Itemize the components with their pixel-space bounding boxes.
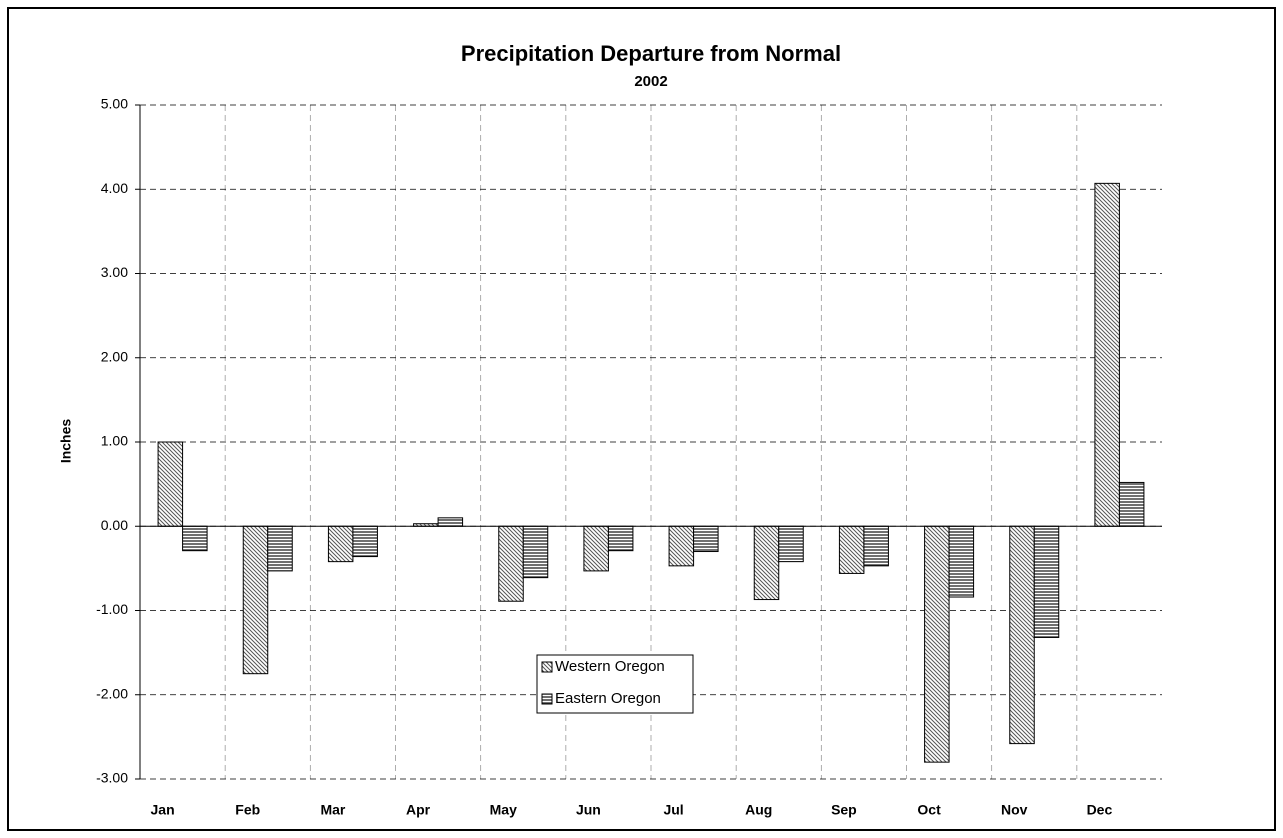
y-tick-label: 0.00	[101, 517, 128, 533]
bar	[327, 525, 354, 563]
bar	[1118, 481, 1145, 527]
bar	[838, 525, 865, 574]
y-tick-label: 3.00	[101, 264, 128, 280]
bar	[352, 525, 378, 558]
y-tick-label: 5.00	[101, 96, 128, 112]
x-tick-label: Nov	[1001, 802, 1028, 818]
legend-swatch	[541, 661, 553, 673]
bar	[498, 525, 524, 602]
bar	[437, 517, 464, 527]
bar	[157, 441, 184, 527]
x-tick-label: Jun	[576, 802, 601, 818]
bar	[1094, 182, 1120, 527]
legend-box	[536, 654, 694, 714]
x-tick-label: May	[490, 802, 517, 818]
y-tick-label: -2.00	[96, 685, 128, 701]
bar	[1009, 525, 1035, 745]
x-tick-label: Aug	[745, 802, 772, 818]
y-tick-label: 4.00	[101, 180, 128, 196]
y-tick-label: 2.00	[101, 348, 128, 364]
bar	[778, 525, 804, 563]
y-tick-label: -3.00	[96, 770, 128, 786]
bar	[753, 525, 780, 601]
x-tick-label: Oct	[917, 802, 941, 818]
bar	[924, 525, 950, 763]
bar	[583, 525, 609, 572]
bar	[1033, 525, 1060, 638]
bar	[668, 525, 695, 567]
bar	[693, 525, 719, 553]
legend-label: Western Oregon	[555, 658, 665, 675]
x-tick-label: Apr	[406, 802, 431, 818]
x-tick-label: Feb	[235, 802, 260, 818]
bar	[863, 525, 889, 567]
bar	[242, 525, 269, 675]
bar	[267, 525, 293, 572]
bar	[948, 525, 975, 598]
x-tick-label: Dec	[1087, 802, 1113, 818]
x-tick-label: Jul	[663, 802, 683, 818]
legend-label: Eastern Oregon	[555, 690, 661, 707]
x-tick-label: Jan	[151, 802, 175, 818]
bar	[607, 525, 634, 552]
legend-swatch	[541, 693, 553, 705]
bar	[182, 525, 208, 552]
y-tick-label: -1.00	[96, 601, 128, 617]
chart-subtitle: 2002	[634, 73, 667, 90]
y-axis-label: Inches	[58, 419, 74, 464]
x-tick-label: Sep	[831, 802, 857, 818]
x-tick-label: Mar	[320, 802, 345, 818]
bar	[522, 525, 549, 579]
chart-title: Precipitation Departure from Normal	[461, 41, 841, 66]
y-tick-label: 1.00	[101, 433, 128, 449]
